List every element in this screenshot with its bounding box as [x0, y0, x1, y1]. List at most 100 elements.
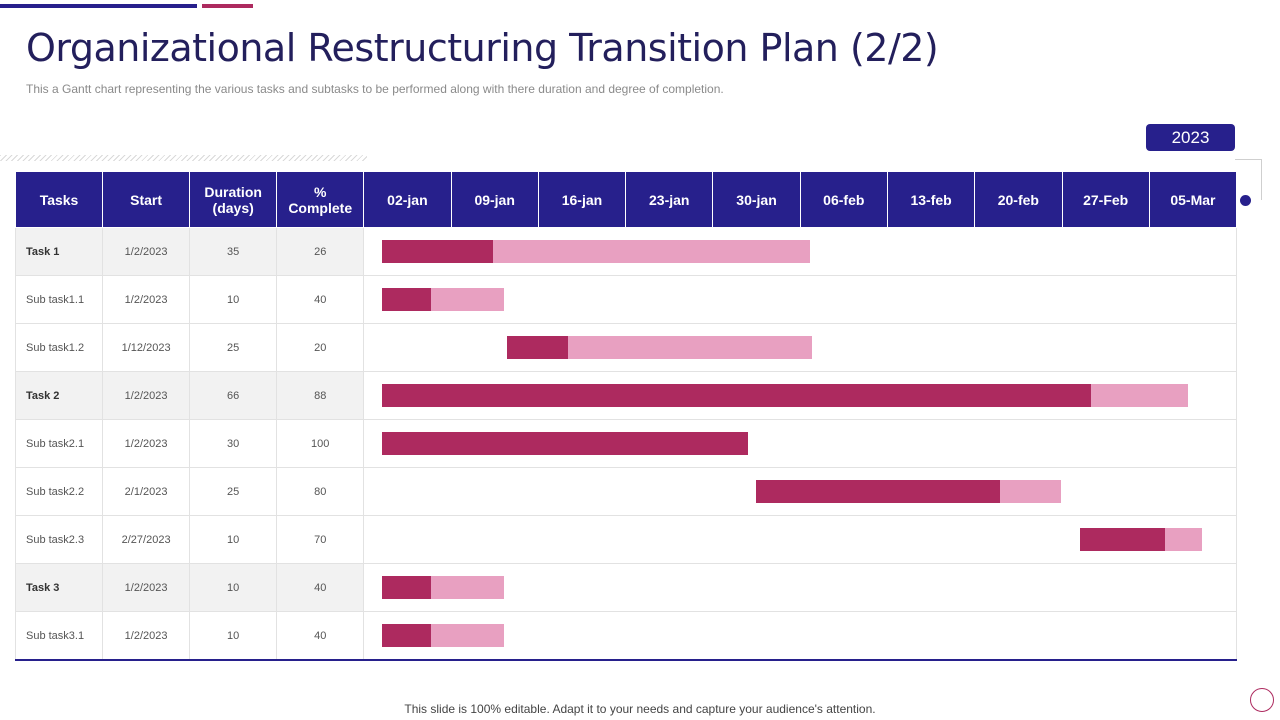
complete-cell: 70 — [276, 515, 365, 564]
timeline-tick-label: 20-feb — [974, 172, 1061, 227]
timeline-cell — [363, 227, 1237, 276]
complete-cell: 80 — [276, 467, 365, 516]
start-cell: 1/2/2023 — [102, 419, 191, 468]
gantt-bar — [382, 240, 810, 263]
gantt-bar — [1079, 528, 1202, 551]
task-name-cell: Task 2 — [14, 371, 104, 420]
timeline-tick-label: 09-jan — [450, 172, 538, 227]
complete-cell: 100 — [276, 419, 365, 468]
timeline-tick-label: 02-jan — [387, 191, 428, 208]
task-name-cell: Sub task2.3 — [14, 515, 104, 564]
decorative-hatch-strip — [0, 155, 367, 161]
table-row: Task 1 1/2/2023 35 26 — [14, 227, 1237, 276]
timeline-tick-label: 23-jan — [625, 172, 712, 227]
timeline-cell — [363, 419, 1237, 468]
gantt-bar-completed — [506, 336, 568, 359]
gantt-bar — [506, 336, 812, 359]
gantt-bar-completed — [382, 288, 432, 311]
start-cell: 2/27/2023 — [102, 515, 191, 564]
start-cell: 1/2/2023 — [102, 563, 191, 612]
complete-cell: 40 — [276, 611, 365, 661]
complete-cell: 26 — [276, 227, 365, 276]
page-subtitle: This a Gantt chart representing the vari… — [26, 82, 724, 96]
gantt-bar — [382, 576, 505, 599]
gantt-bar-completed — [382, 384, 1092, 407]
task-name-cell: Sub task1.2 — [14, 323, 104, 372]
gantt-bar-completed — [1079, 528, 1166, 551]
gantt-bar — [382, 288, 505, 311]
gantt-bar-completed — [382, 576, 432, 599]
corner-circle-icon — [1250, 688, 1274, 712]
page-title: Organizational Restructuring Transition … — [26, 26, 939, 70]
timeline-cell — [363, 467, 1237, 516]
start-cell: 1/2/2023 — [102, 611, 191, 661]
complete-cell: 88 — [276, 371, 365, 420]
complete-cell: 40 — [276, 275, 365, 324]
duration-cell: 10 — [189, 611, 278, 661]
table-row: Sub task1.2 1/12/2023 25 20 — [14, 323, 1237, 372]
accent-bar-primary — [0, 4, 197, 8]
year-connector-line — [1235, 159, 1262, 200]
gantt-bar-remaining — [1000, 480, 1062, 503]
task-name-cell: Sub task3.1 — [14, 611, 104, 661]
header-start: Start — [102, 171, 191, 228]
timeline-tick-label: 16-jan — [537, 172, 625, 227]
timeline-tick-label: 27-Feb — [1061, 172, 1149, 227]
duration-cell: 25 — [189, 323, 278, 372]
gantt-bar-remaining — [567, 336, 812, 359]
gantt-bar-completed — [755, 480, 1001, 503]
duration-cell: 10 — [189, 275, 278, 324]
timeline-cell — [363, 323, 1237, 372]
timeline-cell — [363, 275, 1237, 324]
task-name-cell: Sub task2.2 — [14, 467, 104, 516]
gantt-bar-remaining — [1165, 528, 1202, 551]
timeline-tick-label: 30-jan — [712, 172, 799, 227]
timeline-cell — [363, 563, 1237, 612]
task-name-cell: Sub task2.1 — [14, 419, 104, 468]
header-tasks: Tasks — [14, 171, 104, 228]
duration-cell: 10 — [189, 563, 278, 612]
start-cell: 1/2/2023 — [102, 275, 191, 324]
timeline-cell — [363, 611, 1237, 661]
table-row: Sub task1.1 1/2/2023 10 40 — [14, 275, 1237, 324]
complete-cell: 40 — [276, 563, 365, 612]
duration-cell: 25 — [189, 467, 278, 516]
duration-cell: 10 — [189, 515, 278, 564]
gantt-bar-remaining — [431, 288, 505, 311]
duration-cell: 35 — [189, 227, 278, 276]
complete-cell: 20 — [276, 323, 365, 372]
start-cell: 1/2/2023 — [102, 371, 191, 420]
footer-note: This slide is 100% editable. Adapt it to… — [404, 702, 876, 716]
gantt-bar-remaining — [493, 240, 810, 263]
table-row: Task 2 1/2/2023 66 88 — [14, 371, 1237, 420]
year-badge: 2023 — [1146, 124, 1235, 151]
header-duration: Duration (days) — [189, 171, 278, 228]
timeline-tick-label: 06-feb — [799, 172, 887, 227]
gantt-header-row: Tasks Start Duration (days)% Complete 02-ja… — [14, 171, 1237, 228]
task-name-cell: Task 3 — [14, 563, 104, 612]
gantt-bar-remaining — [1091, 384, 1188, 407]
accent-bar-secondary — [202, 4, 253, 8]
gantt-chart: Tasks Start Duration (days)% Complete 02-ja… — [14, 171, 1237, 661]
gantt-bar — [382, 384, 1188, 407]
table-row: Sub task3.1 1/2/2023 10 40 — [14, 611, 1237, 661]
gantt-bar — [382, 624, 505, 647]
header-complete: % Complete — [276, 171, 365, 228]
gantt-bar-remaining — [431, 576, 505, 599]
table-row: Task 3 1/2/2023 10 40 — [14, 563, 1237, 612]
timeline-header: 02-jan 09-jan 16-jan 23-jan 30-jan 06-feb 13-f… — [363, 171, 1237, 228]
gantt-bar — [382, 432, 749, 455]
table-row: Sub task2.1 1/2/2023 30 100 — [14, 419, 1237, 468]
gantt-bar-completed — [382, 432, 749, 455]
gantt-bar-completed — [382, 624, 432, 647]
timeline-cell — [363, 371, 1237, 420]
timeline-tick-label: 05-Mar — [1148, 172, 1236, 227]
timeline-cell — [363, 515, 1237, 564]
start-cell: 2/1/2023 — [102, 467, 191, 516]
task-name-cell: Sub task1.1 — [14, 275, 104, 324]
table-row: Sub task2.3 2/27/2023 10 70 — [14, 515, 1237, 564]
timeline-tick-label: 13-feb — [886, 172, 974, 227]
connector-dot-icon — [1240, 195, 1251, 206]
duration-cell: 30 — [189, 419, 278, 468]
duration-cell: 66 — [189, 371, 278, 420]
